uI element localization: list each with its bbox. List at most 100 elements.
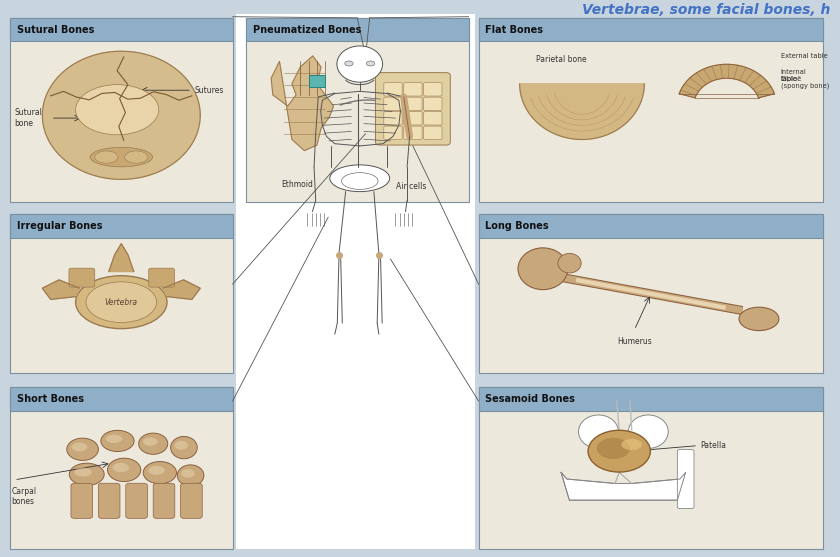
- Ellipse shape: [344, 61, 353, 66]
- Ellipse shape: [76, 85, 159, 135]
- FancyBboxPatch shape: [423, 126, 442, 139]
- Text: Diploë
(spongy bone): Diploë (spongy bone): [781, 76, 829, 89]
- Ellipse shape: [739, 307, 779, 331]
- Text: External table: External table: [781, 53, 827, 59]
- FancyBboxPatch shape: [10, 387, 233, 549]
- Text: Internal
table: Internal table: [781, 69, 806, 82]
- FancyBboxPatch shape: [423, 97, 442, 110]
- FancyBboxPatch shape: [479, 387, 823, 411]
- FancyBboxPatch shape: [69, 268, 95, 287]
- Ellipse shape: [71, 443, 87, 452]
- Polygon shape: [680, 64, 774, 98]
- FancyBboxPatch shape: [10, 18, 233, 202]
- Ellipse shape: [177, 465, 204, 486]
- FancyBboxPatch shape: [98, 483, 120, 519]
- Polygon shape: [42, 280, 80, 300]
- Text: Long Bones: Long Bones: [486, 221, 549, 231]
- FancyBboxPatch shape: [149, 268, 175, 287]
- FancyBboxPatch shape: [384, 126, 402, 139]
- FancyBboxPatch shape: [246, 18, 469, 41]
- Ellipse shape: [337, 46, 382, 82]
- Ellipse shape: [579, 415, 618, 448]
- FancyBboxPatch shape: [384, 97, 402, 110]
- Text: Pneumatized Bones: Pneumatized Bones: [253, 25, 361, 35]
- Polygon shape: [271, 56, 333, 150]
- FancyBboxPatch shape: [384, 82, 402, 96]
- Polygon shape: [109, 244, 134, 272]
- FancyBboxPatch shape: [404, 111, 422, 125]
- FancyBboxPatch shape: [236, 14, 475, 549]
- FancyBboxPatch shape: [10, 214, 233, 238]
- FancyBboxPatch shape: [126, 483, 147, 519]
- Text: Irregular Bones: Irregular Bones: [17, 221, 102, 231]
- Ellipse shape: [330, 165, 390, 192]
- Ellipse shape: [108, 458, 141, 482]
- FancyBboxPatch shape: [479, 18, 823, 41]
- FancyBboxPatch shape: [10, 18, 233, 41]
- FancyBboxPatch shape: [404, 97, 422, 110]
- FancyBboxPatch shape: [404, 82, 422, 96]
- Ellipse shape: [171, 437, 197, 459]
- Text: Vertebrae, some facial bones, h: Vertebrae, some facial bones, h: [582, 3, 831, 17]
- Ellipse shape: [588, 431, 650, 472]
- Text: Parietal bone: Parietal bone: [536, 55, 586, 64]
- Ellipse shape: [143, 437, 158, 446]
- Ellipse shape: [558, 253, 581, 273]
- Ellipse shape: [596, 438, 630, 459]
- Text: Sutural Bones: Sutural Bones: [17, 25, 94, 35]
- FancyBboxPatch shape: [10, 214, 233, 373]
- Ellipse shape: [139, 433, 168, 455]
- Ellipse shape: [622, 439, 642, 450]
- Text: Humerus: Humerus: [617, 338, 652, 346]
- Text: Short Bones: Short Bones: [17, 394, 84, 404]
- Ellipse shape: [175, 441, 188, 450]
- FancyBboxPatch shape: [308, 75, 325, 86]
- Ellipse shape: [113, 463, 129, 472]
- Polygon shape: [561, 472, 685, 500]
- Ellipse shape: [148, 466, 165, 475]
- Ellipse shape: [518, 248, 568, 290]
- Text: Patella: Patella: [700, 441, 726, 450]
- FancyBboxPatch shape: [479, 18, 823, 202]
- Ellipse shape: [628, 415, 669, 448]
- Ellipse shape: [101, 431, 134, 452]
- Ellipse shape: [144, 462, 176, 484]
- Text: Flat Bones: Flat Bones: [486, 25, 543, 35]
- FancyBboxPatch shape: [404, 126, 422, 139]
- FancyBboxPatch shape: [71, 483, 92, 519]
- Text: Air cells: Air cells: [396, 182, 427, 190]
- Text: Sesamoid Bones: Sesamoid Bones: [486, 394, 575, 404]
- Ellipse shape: [181, 469, 195, 477]
- FancyBboxPatch shape: [479, 387, 823, 549]
- Ellipse shape: [95, 151, 118, 163]
- Text: Sutural
bone: Sutural bone: [14, 109, 42, 128]
- Ellipse shape: [124, 151, 148, 163]
- Ellipse shape: [76, 276, 167, 329]
- Polygon shape: [520, 84, 644, 139]
- Text: Carpal
bones: Carpal bones: [12, 487, 37, 506]
- FancyBboxPatch shape: [181, 483, 202, 519]
- FancyBboxPatch shape: [677, 449, 694, 509]
- FancyBboxPatch shape: [479, 214, 823, 373]
- FancyBboxPatch shape: [153, 483, 175, 519]
- Ellipse shape: [86, 282, 156, 323]
- Polygon shape: [42, 51, 200, 179]
- Ellipse shape: [69, 463, 104, 486]
- Text: Ethmoid: Ethmoid: [281, 180, 313, 189]
- FancyBboxPatch shape: [384, 111, 402, 125]
- Text: Vertebra: Vertebra: [105, 297, 138, 307]
- FancyBboxPatch shape: [423, 82, 442, 96]
- FancyBboxPatch shape: [375, 72, 450, 145]
- FancyBboxPatch shape: [479, 214, 823, 238]
- Ellipse shape: [90, 148, 152, 167]
- FancyBboxPatch shape: [10, 387, 233, 411]
- FancyBboxPatch shape: [423, 111, 442, 125]
- Ellipse shape: [75, 468, 92, 477]
- Text: Sutures: Sutures: [194, 86, 223, 95]
- Ellipse shape: [67, 438, 98, 461]
- Ellipse shape: [366, 61, 375, 66]
- FancyBboxPatch shape: [246, 18, 469, 202]
- Ellipse shape: [342, 173, 378, 189]
- Polygon shape: [163, 280, 200, 300]
- Ellipse shape: [106, 434, 123, 443]
